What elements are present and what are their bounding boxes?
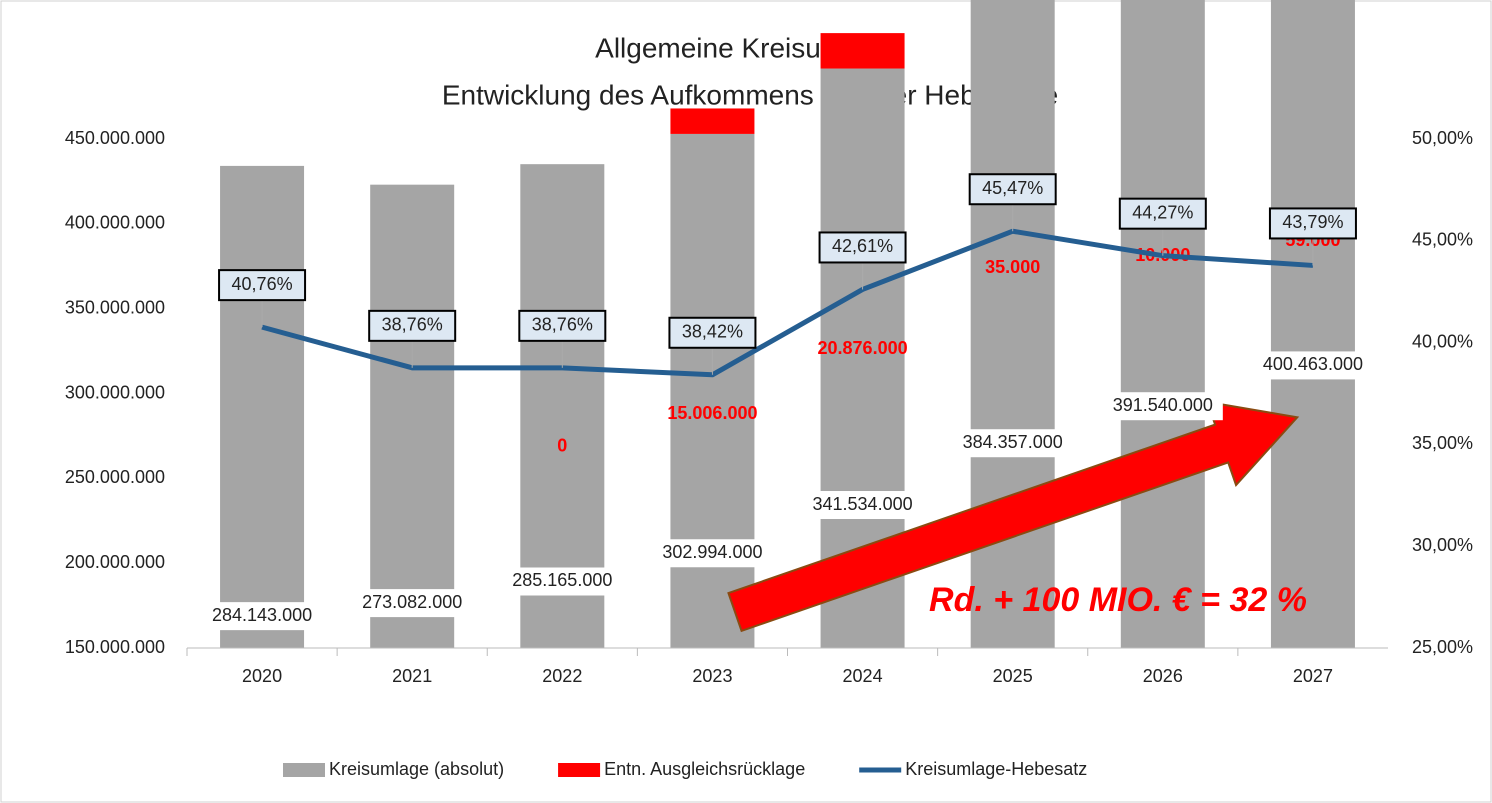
line-label: 42,61% [832,236,893,256]
bar-label: 285.165.000 [512,570,612,590]
line-label: 40,76% [232,274,293,294]
y-tick-label: 150.000.000 [65,637,165,657]
bar-label: 391.540.000 [1113,395,1213,415]
y-tick-label: 300.000.000 [65,382,165,402]
label-bg [352,589,473,618]
bar-label: 15.006.000 [667,403,757,423]
label-box [1118,197,1207,230]
x-tick-label: 2021 [392,666,432,686]
line-label: 45,47% [982,178,1043,198]
x-tick-label: 2027 [1293,666,1333,686]
bar [520,164,605,648]
y-tick-label: 200.000.000 [65,552,165,572]
label-bg [1252,351,1373,380]
bar [1120,0,1205,648]
bar [220,165,305,648]
line-label: 43,79% [1282,212,1343,232]
bar [670,133,755,649]
line-label: 44,27% [1132,202,1193,222]
annotation: Rd. + 100 MIO. € = 32 % [929,581,1307,619]
bar [970,0,1055,649]
y2-tick-label: 25,00% [1412,637,1473,657]
bar [820,33,905,69]
label-bg [1102,392,1223,421]
line-label: 38,42% [682,322,743,342]
x-tick-label: 2023 [692,666,732,686]
line-label: 38,76% [382,315,443,335]
bar-label: 302.994.000 [662,542,762,562]
label-bg [952,429,1073,458]
label-box [518,309,607,342]
label-box [968,173,1057,206]
label-bg [202,602,323,631]
y2-tick-label: 30,00% [1412,535,1473,555]
bar-label: 20.876.000 [818,338,908,358]
bar [1270,0,1355,648]
legend-swatch [558,763,601,777]
y-tick-label: 250.000.000 [65,467,165,487]
bar-label: 0 [557,435,567,455]
x-tick-label: 2022 [542,666,582,686]
y-tick-label: 400.000.000 [65,213,165,233]
label-box [668,316,757,349]
bar-label: 35.000 [985,257,1040,277]
x-tick-label: 2024 [843,666,883,686]
x-tick-label: 2025 [993,666,1033,686]
chart-subtitle: Entwicklung des Aufkommens und der Hebes… [442,79,1058,110]
bar [370,184,455,648]
label-box [1268,207,1357,240]
y-tick-label: 450.000.000 [65,128,165,148]
bar [670,108,755,134]
bar-label: 273.082.000 [362,592,462,612]
label-box [818,231,907,264]
line [261,228,1314,378]
legend-swatch [283,763,325,777]
legend-label: Kreisumlage (absolut) [329,759,504,779]
label-bg [652,539,773,568]
y2-tick-label: 45,00% [1412,230,1473,250]
label-box [368,309,457,342]
label-box [218,269,307,302]
y-tick-label: 350.000.000 [65,297,165,317]
y2-tick-label: 40,00% [1412,331,1473,351]
label-bg [502,567,623,596]
x-tick-label: 2026 [1143,666,1183,686]
y2-tick-label: 35,00% [1412,433,1473,453]
legend-label: Entn. Ausgleichsrücklage [604,759,805,779]
label-bg [802,491,923,520]
bar-label: 400.463.000 [1263,354,1363,374]
line-label: 38,76% [532,315,593,335]
arrow [727,400,1300,633]
bar-label: 341.534.000 [813,494,913,514]
bar-label: 284.143.000 [212,605,312,625]
y2-tick-label: 50,00% [1412,128,1473,148]
bar-label: 384.357.000 [963,432,1063,452]
legend-label: Kreisumlage-Hebesatz [905,759,1087,779]
x-tick-label: 2020 [242,666,282,686]
